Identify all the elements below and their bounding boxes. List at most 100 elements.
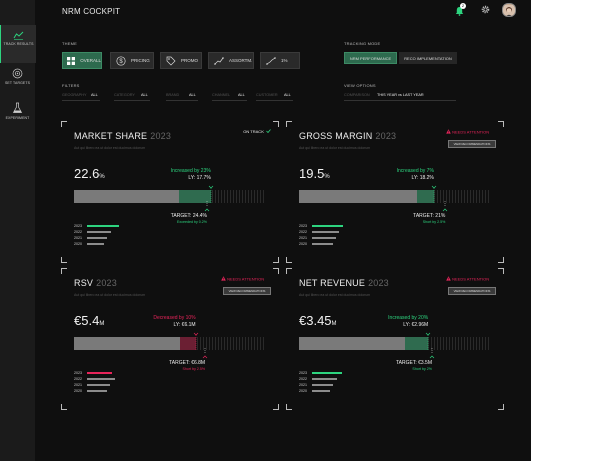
card-value-number: 22.6: [74, 166, 100, 181]
filter-category-value[interactable]: ALL: [141, 93, 148, 97]
change-marker: [425, 332, 431, 350]
progress-bar-last-year: [74, 190, 179, 203]
view-recommendations-button[interactable]: VIEW RECOMMENDATIONS: [448, 140, 496, 148]
card-value-unit: %: [324, 174, 330, 180]
card-year: 2023: [96, 278, 117, 288]
sidebar-item-label: TRACK RESULTS: [3, 42, 34, 46]
theme-overall-button[interactable]: OVERALL: [62, 52, 102, 69]
year-bar: [312, 390, 330, 392]
card-title-text: GROSS MARGIN: [299, 131, 373, 141]
status-text: NEEDS ATTENTION: [227, 276, 265, 282]
filter-brand-value[interactable]: ALL: [189, 93, 196, 97]
grid-icon: [67, 55, 76, 66]
target-icon: [12, 68, 23, 79]
card-year: 2023: [150, 131, 172, 141]
target-note: Short by 2.5%: [182, 367, 206, 371]
target-marker: [443, 201, 448, 212]
filter-brand-key: BRAND: [166, 93, 180, 97]
year-label: 2021: [74, 236, 82, 240]
card-subtitle: Aut qui libero ea ut dolor est ducimus d…: [299, 146, 371, 150]
year-bar: [87, 378, 115, 380]
card-title: RSV 2023: [74, 278, 117, 288]
kpi-card-gross-margin: GROSS MARGIN 2023 Aut qui libero ea ut do…: [286, 121, 504, 263]
card-title: MARKET SHARE 2023: [74, 131, 171, 141]
card-subtitle: Aut qui libero ea ut dolor est ducimus d…: [74, 146, 146, 150]
theme-promo-button[interactable]: PROMO: [160, 52, 202, 69]
target-note: Short by 2%: [412, 367, 432, 371]
year-label: 2020: [74, 242, 82, 246]
filter-channel-value[interactable]: ALL: [238, 93, 245, 97]
warning-icon: [446, 276, 451, 281]
year-label: 2022: [299, 377, 307, 381]
year-label: 2020: [299, 389, 307, 393]
view-recommendations-button[interactable]: VIEW RECOMMENDATIONS: [223, 287, 271, 295]
notification-badge: 2: [460, 3, 466, 9]
card-value: 19.5%: [299, 166, 330, 181]
year-label: 2021: [299, 383, 307, 387]
card-title: GROSS MARGIN 2023: [299, 131, 396, 141]
theme-assortment-button[interactable]: ASSORTM.: [208, 52, 254, 69]
year-label: 2023: [74, 371, 82, 375]
year-bar: [87, 231, 111, 233]
filter-geography-value[interactable]: ALL: [91, 93, 98, 97]
tracking-mode-reco-implementation[interactable]: RECO IMPLEMENTATION: [399, 52, 457, 64]
last-year-value: LY: €6.1M: [173, 322, 196, 328]
year-label: 2020: [299, 242, 307, 246]
filter-underline: [166, 100, 198, 101]
card-title-text: MARKET SHARE: [74, 131, 148, 141]
change-text: Decreased by 10%: [153, 315, 196, 321]
year-bar: [87, 390, 107, 392]
year-bar: [87, 243, 104, 245]
theme-button-label: 1%: [281, 58, 288, 63]
status-text: NEEDS ATTENTION: [452, 276, 490, 282]
sidebar-item-experiment[interactable]: EXPERIMENT: [0, 96, 35, 134]
target-value: TARGET: €6.8M: [169, 360, 206, 366]
theme-label: THEME: [62, 41, 77, 46]
year-label: 2022: [299, 230, 307, 234]
status-badge: NEEDS ATTENTION: [446, 129, 489, 135]
app-title: NRM COCKPIT: [62, 7, 121, 16]
year-bar: [87, 237, 107, 239]
year-label: 2023: [299, 371, 307, 375]
status-text: NEEDS ATTENTION: [452, 129, 490, 135]
theme-pricing-button[interactable]: $ PRICING: [110, 52, 154, 69]
card-subtitle: Aut qui libero ea ut dolor est ducimus d…: [299, 293, 371, 297]
filter-customer-value[interactable]: ALL: [284, 93, 291, 97]
flask-icon: [12, 102, 23, 113]
tracking-mode-nrm-performance[interactable]: NRM PERFORMANCE: [344, 52, 397, 64]
card-title: NET REVENUE 2023: [299, 278, 389, 288]
card-value: €5.4M: [74, 313, 104, 328]
view-comparison-key: COMPARISON: [344, 93, 370, 97]
year-bar: [312, 243, 333, 245]
view-recommendations-button[interactable]: VIEW RECOMMENDATIONS: [448, 287, 496, 295]
card-value-unit: M: [99, 321, 105, 327]
gear-icon[interactable]: [481, 5, 490, 14]
trend-icon: [13, 31, 24, 40]
kpi-card-net-revenue: NET REVENUE 2023 Aut qui libero ea ut dol…: [286, 268, 504, 410]
card-title-text: NET REVENUE: [299, 278, 366, 288]
progress-delta: [180, 337, 196, 350]
theme-one-percent-button[interactable]: 1%: [260, 52, 300, 69]
year-label: 2023: [299, 224, 307, 228]
view-options-label: VIEW OPTIONS: [344, 83, 376, 88]
filter-channel-key: CHANNEL: [212, 93, 231, 97]
sidebar-item-track-results[interactable]: TRACK RESULTS: [0, 25, 36, 63]
view-comparison-value[interactable]: THIS YEAR vs LAST YEAR: [377, 93, 424, 97]
target-note: Exceeded by 0.2%: [177, 220, 207, 224]
theme-button-label: PROMO: [181, 58, 199, 63]
line-chart-icon: [265, 55, 276, 66]
filter-customer-key: CUSTOMER: [256, 93, 278, 97]
year-bar: [312, 237, 336, 239]
filter-underline: [256, 100, 293, 101]
card-value-number: €3.45: [299, 313, 332, 328]
theme-button-label: ASSORTM.: [229, 58, 253, 63]
sidebar-item-set-targets[interactable]: SET TARGETS: [0, 62, 35, 100]
card-value-unit: %: [99, 174, 105, 180]
year-label: 2022: [74, 377, 82, 381]
target-marker: [204, 201, 210, 212]
filters-label: FILTERS: [62, 83, 80, 88]
filter-underline: [344, 100, 456, 101]
target-marker: [429, 348, 435, 359]
avatar[interactable]: [502, 3, 516, 17]
tracking-mode-label: TRACKING MODE: [344, 41, 381, 46]
